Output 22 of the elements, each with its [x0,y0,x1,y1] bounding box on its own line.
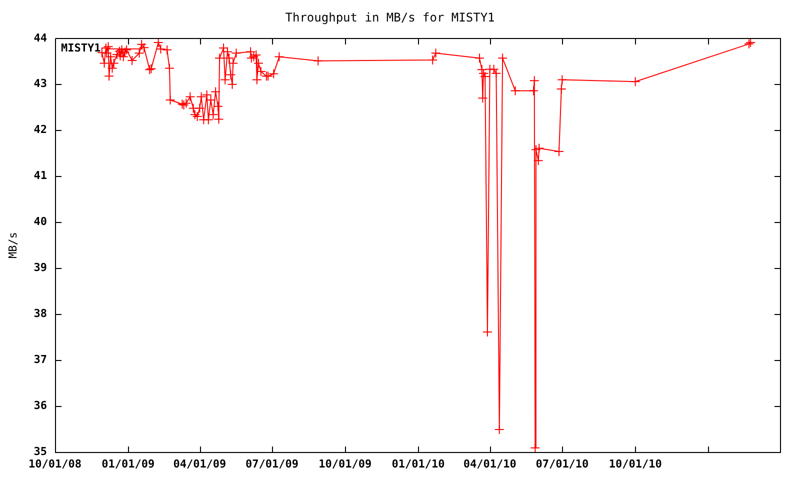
series-label: MISTY1 [61,41,102,54]
x-tick-label: 04/01/10 [463,457,516,470]
x-tick-label: 04/01/09 [173,457,226,470]
x-tick-label: 01/01/10 [392,457,445,470]
y-tick-label: 36 [34,398,48,412]
y-tick-label: 39 [34,261,47,274]
x-tick-label: 07/01/10 [536,457,589,470]
x-tick-label: 10/01/09 [318,457,372,470]
y-tick-label: 44 [34,31,48,44]
x-tick-label: 01/01/09 [102,457,155,470]
y-tick-label: 43 [34,77,47,90]
y-tick-label: 42 [34,123,47,136]
x-tick-label: 10/01/10 [608,457,662,470]
y-axis-title: MB/s [6,232,20,258]
y-tick-label: 40 [34,215,47,228]
y-tick-label: 37 [34,352,47,366]
y-tick-label: 35 [34,444,47,458]
y-tick-label: 38 [34,306,47,320]
x-tick-label: 07/01/09 [246,457,299,470]
y-tick-label: 41 [34,169,48,182]
chart-title: Throughput in MB/s for MISTY1 [285,10,495,24]
x-tick-label: 10/01/08 [28,457,82,470]
